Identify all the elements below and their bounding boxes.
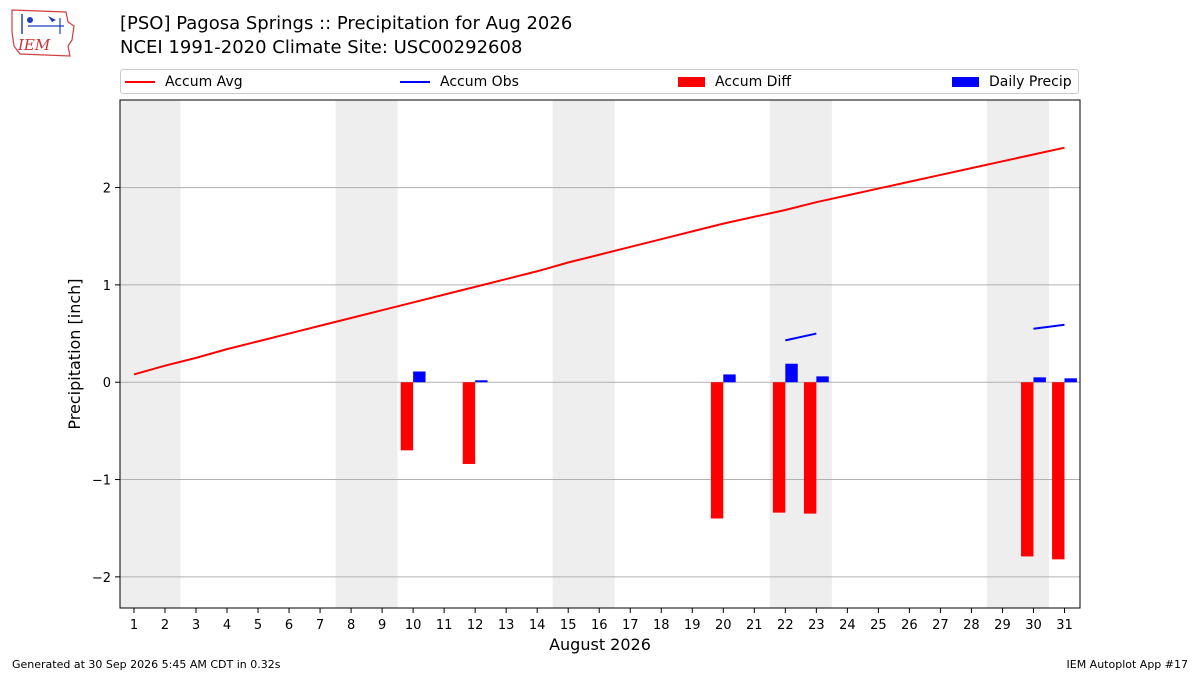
y-tick-label: 0 — [103, 376, 111, 391]
x-tick-label: 6 — [285, 618, 293, 633]
x-tick-label: 4 — [223, 618, 231, 633]
daily-precip-bar — [1064, 378, 1077, 383]
x-tick-label: 1 — [130, 618, 138, 633]
accum-diff-bar — [462, 382, 476, 464]
x-tick-label: 11 — [436, 618, 453, 633]
accum-obs-line — [785, 332, 817, 342]
chart-title: [PSO] Pagosa Springs :: Precipitation fo… — [120, 13, 573, 34]
x-tick-label: 2 — [161, 618, 169, 633]
logo-text: IEM — [17, 36, 51, 54]
daily-precip-bar — [785, 363, 798, 383]
x-tick-label: 25 — [870, 618, 887, 633]
legend-label-accum-obs: Accum Obs — [440, 74, 519, 90]
x-tick-label: 12 — [467, 618, 484, 633]
weekend-band — [120, 100, 181, 608]
x-tick-label: 30 — [1025, 618, 1042, 633]
x-tick-label: 19 — [684, 618, 701, 633]
accum-diff-bar — [1021, 382, 1034, 557]
accum-diff-bar — [1052, 382, 1065, 560]
accum-diff-bar — [400, 382, 414, 451]
x-tick-label: 13 — [498, 618, 515, 633]
legend-item-daily-precip: Daily Precip — [952, 73, 1072, 91]
x-tick-label: 23 — [808, 618, 825, 633]
weekend-band — [335, 100, 398, 608]
legend-item-accum-diff: Accum Diff — [678, 73, 791, 91]
footer-app: IEM Autoplot App #17 — [1066, 658, 1189, 671]
daily-precip-bar — [816, 376, 829, 383]
iem-logo: IEM — [11, 9, 75, 57]
y-tick-label: −2 — [92, 571, 111, 586]
legend-swatch-accum-avg — [125, 81, 155, 83]
x-tick-label: 14 — [529, 618, 546, 633]
x-tick-label: 8 — [347, 618, 355, 633]
x-tick-label: 18 — [653, 618, 670, 633]
legend-swatch-accum-diff — [678, 77, 705, 87]
legend-swatch-accum-obs — [400, 81, 430, 83]
legend-item-accum-obs: Accum Obs — [400, 73, 519, 91]
x-tick-label: 20 — [715, 618, 732, 633]
x-tick-label: 17 — [622, 618, 639, 633]
x-tick-label: 28 — [963, 618, 980, 633]
plot-frame — [119, 99, 1081, 609]
y-tick-label: 2 — [103, 182, 111, 197]
footer-generated: Generated at 30 Sep 2026 5:45 AM CDT in … — [12, 658, 281, 671]
lines — [133, 146, 1065, 376]
weekend-band — [769, 100, 832, 608]
chart-subtitle: NCEI 1991-2020 Climate Site: USC00292608 — [120, 37, 523, 58]
accum-obs-line — [1033, 323, 1065, 330]
weekend-band — [986, 100, 1049, 608]
legend-label-accum-avg: Accum Avg — [165, 74, 243, 90]
x-tick-label: 26 — [901, 618, 918, 633]
y-tick-label: 1 — [103, 279, 111, 294]
x-tick-label: 22 — [777, 618, 794, 633]
y-tick-label: −1 — [92, 474, 111, 489]
x-tick-label: 31 — [1056, 618, 1073, 633]
x-tick-label: 10 — [405, 618, 422, 633]
x-tick-label: 27 — [932, 618, 949, 633]
accum-diff-bar — [710, 382, 724, 519]
y-axis-label: Precipitation [inch] — [65, 278, 84, 429]
x-tick-label: 16 — [591, 618, 608, 633]
accum-diff-bar — [772, 382, 786, 513]
legend: Accum Avg Accum Obs Accum Diff Daily Pre… — [120, 69, 1079, 94]
x-tick-label: 9 — [378, 618, 386, 633]
bars — [400, 363, 1077, 560]
x-tick-label: 24 — [839, 618, 856, 633]
legend-label-accum-diff: Accum Diff — [715, 74, 792, 90]
x-axis-label: August 2026 — [549, 635, 651, 654]
legend-item-accum-avg: Accum Avg — [125, 73, 243, 91]
x-tick-label: 5 — [254, 618, 262, 633]
accum-avg-line — [133, 146, 1065, 376]
daily-precip-bar — [1033, 377, 1046, 383]
weekend-band — [552, 100, 615, 608]
legend-swatch-daily-precip — [952, 77, 979, 87]
weekend-shading — [120, 100, 1049, 608]
accum-diff-bar — [803, 382, 817, 514]
x-tick-label: 15 — [560, 618, 577, 633]
legend-label-daily-precip: Daily Precip — [989, 74, 1072, 90]
grid-lines — [120, 187, 1080, 578]
daily-precip-bar — [475, 380, 488, 383]
x-tick-label: 3 — [192, 618, 200, 633]
x-tick-label: 7 — [316, 618, 324, 633]
x-tick-label: 21 — [746, 618, 763, 633]
daily-precip-bar — [413, 371, 426, 383]
x-tick-label: 29 — [994, 618, 1011, 633]
daily-precip-bar — [723, 374, 736, 383]
